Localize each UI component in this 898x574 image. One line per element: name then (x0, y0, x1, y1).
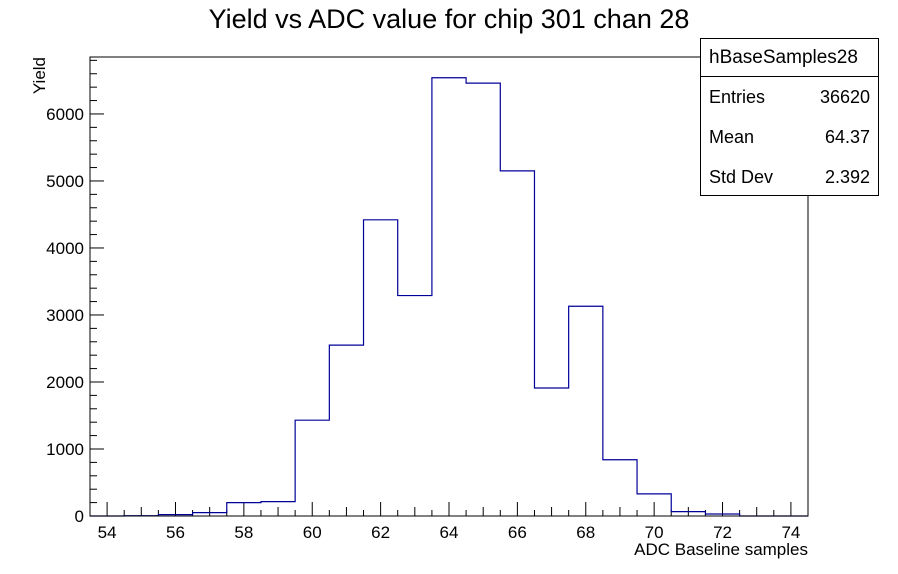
histogram-bin (364, 220, 398, 516)
histogram-bin (500, 171, 534, 516)
x-tick-label: 56 (166, 523, 185, 542)
x-tick-label: 66 (508, 523, 527, 542)
stats-row-stddev: Std Dev 2.392 (709, 157, 870, 197)
y-tick-label: 5000 (46, 172, 84, 191)
histogram-bin (569, 306, 603, 516)
histogram-bin (534, 388, 568, 516)
histogram-bin (432, 78, 466, 516)
x-axis-title: ADC Baseline samples (634, 540, 808, 559)
x-tick-label: 64 (440, 523, 459, 542)
histogram-bin (637, 494, 671, 516)
stats-stddev-label: Std Dev (709, 167, 774, 187)
stats-mean-label: Mean (709, 127, 755, 147)
x-tick-label: 62 (371, 523, 390, 542)
y-tick-label: 2000 (46, 373, 84, 392)
histogram-bin (466, 83, 500, 516)
histogram-bin (227, 503, 261, 516)
y-tick-label: 6000 (46, 105, 84, 124)
y-tick-label: 0 (75, 507, 84, 526)
plot-frame (89, 56, 809, 517)
histogram-bin (295, 420, 329, 516)
stats-box: hBaseSamples28 Entries 36620 Mean 64.37 … (700, 38, 879, 196)
stats-row-mean: Mean 64.37 (709, 117, 870, 157)
x-tick-label: 60 (303, 523, 322, 542)
x-tick-label: 54 (98, 523, 117, 542)
histogram-outline (90, 77, 808, 517)
y-tick-label: 1000 (46, 440, 84, 459)
histogram-bin (603, 460, 637, 516)
stats-stddev-value: 2.392 (824, 167, 870, 187)
x-tick-label: 74 (781, 523, 800, 542)
x-tick-label: 72 (713, 523, 732, 542)
histogram-bin (261, 502, 295, 516)
y-tick-label: 3000 (46, 306, 84, 325)
x-tick-label: 58 (234, 523, 253, 542)
chart-title: Yield vs ADC value for chip 301 chan 28 (208, 4, 690, 34)
stats-histogram-name: hBaseSamples28 (701, 39, 878, 77)
stats-entries-label: Entries (709, 87, 766, 107)
histogram-bin (329, 345, 363, 516)
stats-entries-value: 36620 (819, 87, 870, 107)
histogram-bin (398, 296, 432, 516)
histogram-bin (671, 512, 705, 516)
y-axis-title: Yield (30, 57, 49, 94)
y-tick-label: 4000 (46, 239, 84, 258)
stats-mean-value: 64.37 (824, 127, 870, 147)
x-tick-label: 68 (576, 523, 595, 542)
x-tick-label: 70 (645, 523, 664, 542)
stats-row-entries: Entries 36620 (709, 77, 870, 117)
